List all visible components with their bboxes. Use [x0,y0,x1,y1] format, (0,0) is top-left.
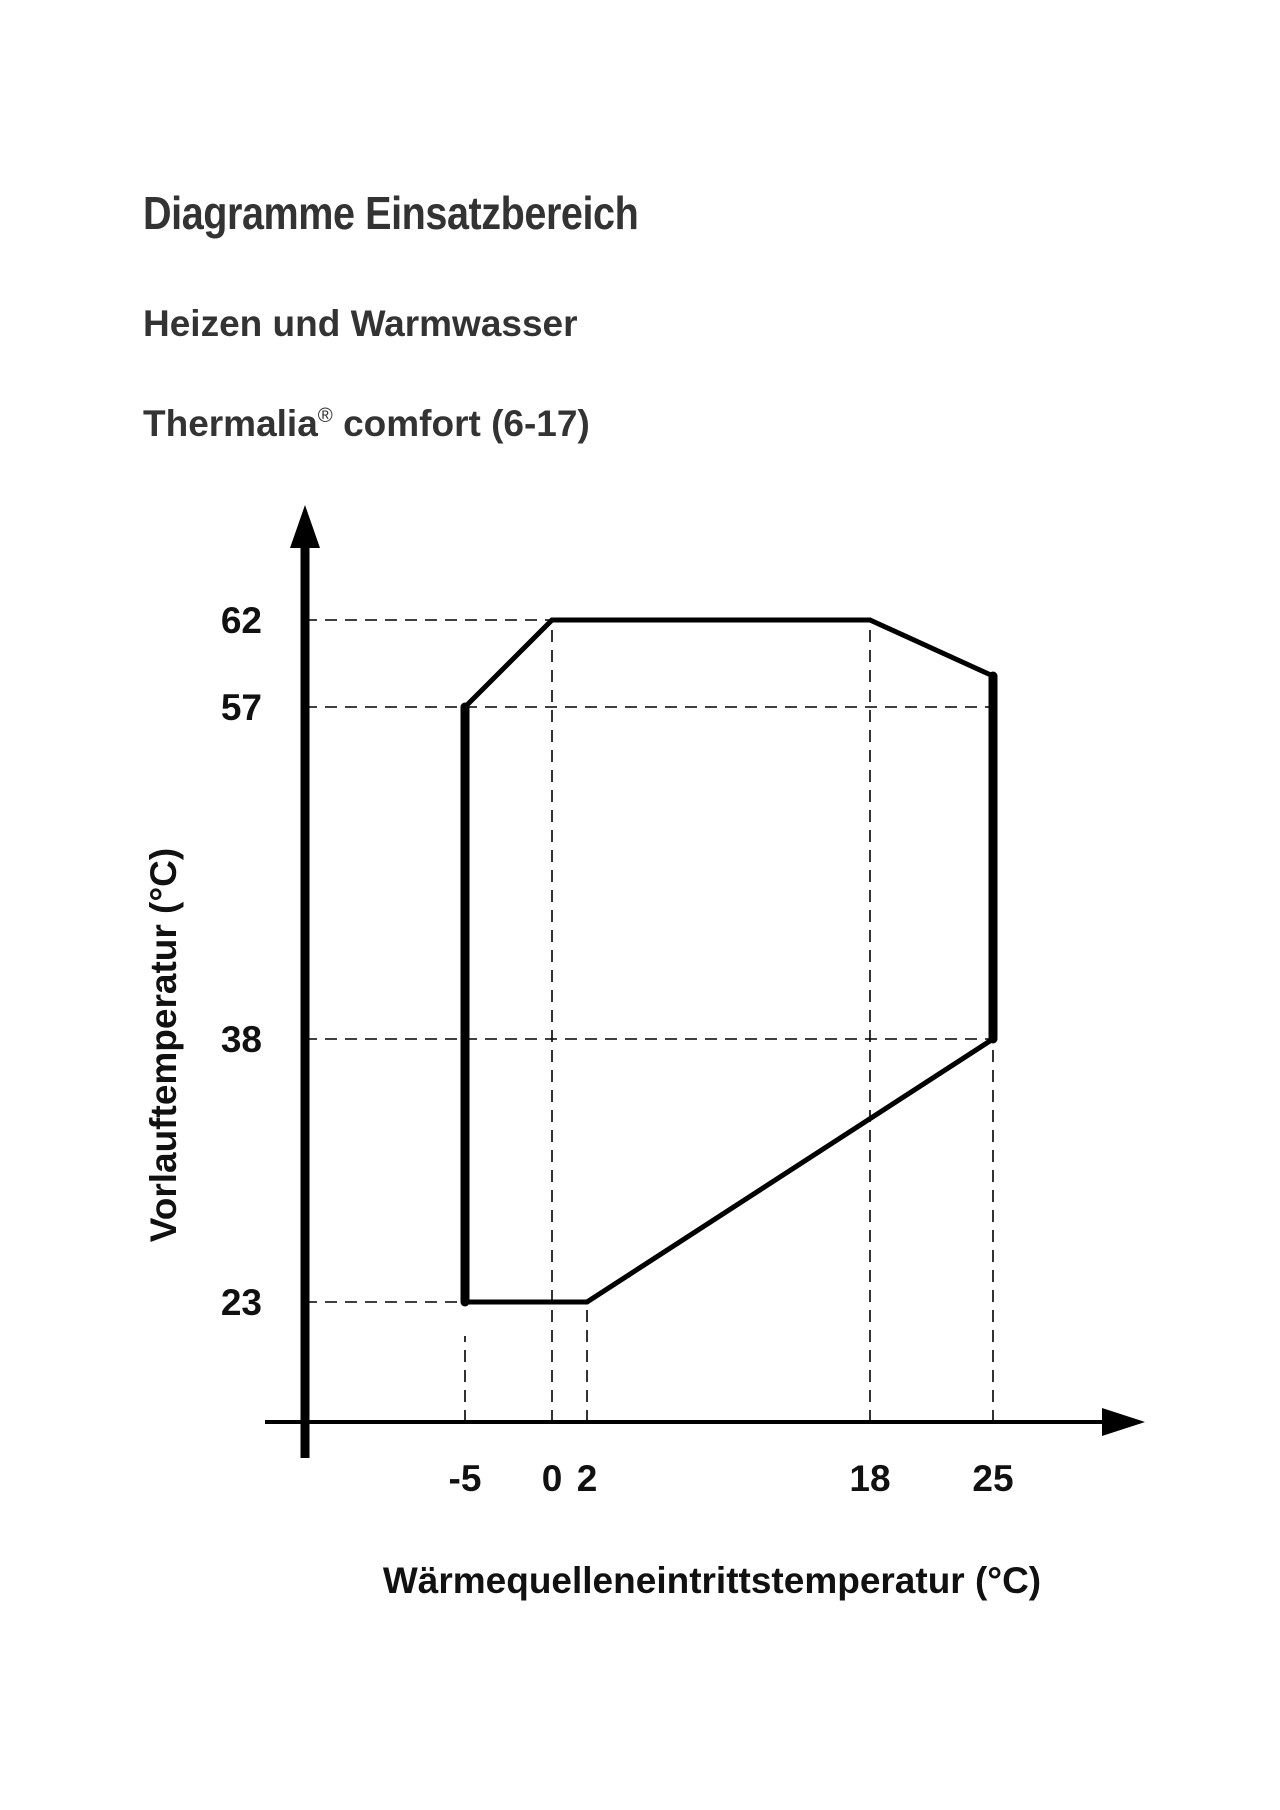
y-tick-label: 62 [221,600,262,641]
model-label: Thermalia® comfort (6-17) [143,403,590,445]
x-tick-label: 18 [849,1458,890,1499]
axes [265,505,1145,1458]
outline-edge-2 [462,617,555,710]
x-tick-labels: -5 0 2 18 25 [449,1458,1014,1499]
page-subtitle: Heizen und Warmwasser [143,303,578,344]
y-axis-label: Vorlauftemperatur (°C) [143,848,184,1242]
model-suffix: comfort (6-17) [332,403,590,444]
y-axis-arrow [290,505,320,548]
x-axis-label: Wärmequelleneintrittstemperatur (°C) [383,1560,1041,1601]
x-axis-arrow [1102,1408,1145,1436]
y-tick-label: 23 [221,1282,262,1323]
y-tick-label: 57 [221,687,262,728]
outline-edge-4 [867,617,996,679]
y-tick-label: 38 [221,1019,262,1060]
x-tick-label: -5 [449,1458,482,1499]
y-tick-labels: 23 38 57 62 [221,600,262,1323]
x-tick-label: 0 [542,1458,563,1499]
dashed-guide-lines [305,619,994,1422]
x-tick-label: 25 [972,1458,1013,1499]
model-name: Thermalia [143,403,318,444]
outline-edge-6 [584,1036,996,1305]
page-title: Diagramme Einsatzbereich [143,187,639,239]
operating-range-outline [460,617,998,1307]
registered-mark: ® [317,404,333,427]
x-tick-label: 2 [577,1458,598,1499]
